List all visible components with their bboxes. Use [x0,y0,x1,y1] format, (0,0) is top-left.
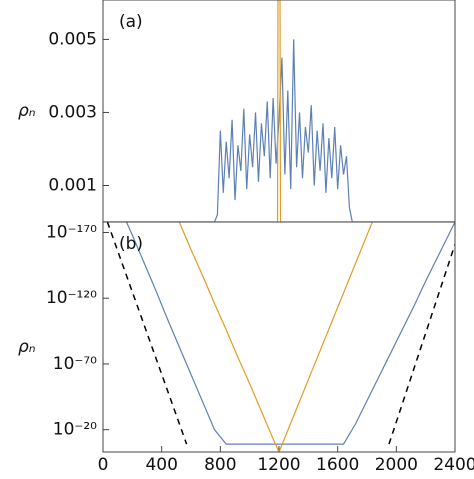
y-axis-label: ρₙ [18,101,36,121]
series-line [103,39,455,222]
x-tick-label: 1600 [316,455,359,475]
y-tick-label: 10⁻⁷⁰ [53,354,97,374]
y-axis-label: ρₙ [18,337,36,357]
y-tick-label: 10⁻¹²⁰ [46,288,97,308]
y-tick-label: 0.001 [48,175,97,195]
x-tick-label: 2000 [375,455,418,475]
y-tick-label: 10⁻²⁰ [53,420,97,440]
x-tick-label: 2400 [433,455,474,475]
y-tick-label: 0.005 [48,29,97,49]
series-line [178,222,373,452]
y-tick-label: 10⁻¹⁷⁰ [46,223,97,243]
series-line [388,244,455,445]
series-line [125,222,455,445]
x-tick-label: 0 [98,455,109,475]
x-tick-label: 800 [204,455,236,475]
panel-label: (a) [119,12,143,32]
x-tick-label: 1200 [257,455,300,475]
plot-frame [102,221,456,453]
y-tick-label: 0.003 [48,102,97,122]
panel-label: (b) [119,234,143,254]
series-line [106,222,188,445]
x-tick-label: 400 [145,455,177,475]
